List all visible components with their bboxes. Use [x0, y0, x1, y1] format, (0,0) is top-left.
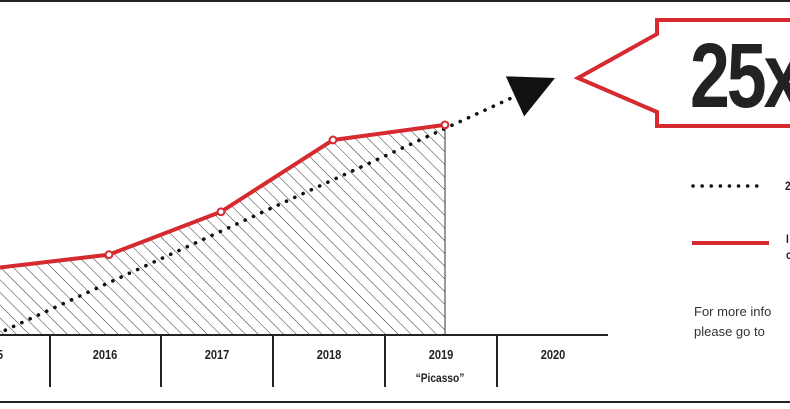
x-tick-label: 2019: [428, 347, 454, 362]
legend-swatch-dotted: [691, 184, 766, 188]
x-axis-divider: [272, 335, 274, 387]
callout-frame: [573, 18, 790, 128]
callout-multiplier: 25x: [690, 25, 790, 127]
info-line-2: please go to: [694, 324, 765, 339]
data-point: [104, 250, 114, 260]
top-border: [0, 0, 790, 2]
x-tick-label: 5: [0, 347, 38, 362]
data-point: [440, 120, 450, 130]
data-point: [328, 135, 338, 145]
legend-swatch-solid: [692, 241, 769, 245]
info-line-1: For more info: [694, 304, 772, 319]
x-axis-divider: [160, 335, 162, 387]
x-tick-label: 2020: [540, 347, 566, 362]
x-axis-divider: [384, 335, 386, 387]
x-axis-divider: [496, 335, 498, 387]
bottom-border: [0, 401, 790, 403]
x-tick-label: 2017: [204, 347, 230, 362]
hatched-area: [0, 124, 445, 334]
trend-arrowhead: [505, 76, 555, 117]
trend-line-dotted: [0, 91, 525, 335]
x-tick-label: 2016: [92, 347, 118, 362]
data-point: [216, 207, 226, 217]
legend-label: I: [786, 232, 789, 246]
x-axis-line: [0, 334, 608, 336]
x-axis-divider: [49, 335, 51, 387]
legend-label: 2: [785, 179, 790, 193]
legend-label-line2: c: [786, 248, 790, 262]
x-tick-label: 2018: [316, 347, 342, 362]
x-tick-sublabel: “Picasso”: [415, 371, 465, 385]
